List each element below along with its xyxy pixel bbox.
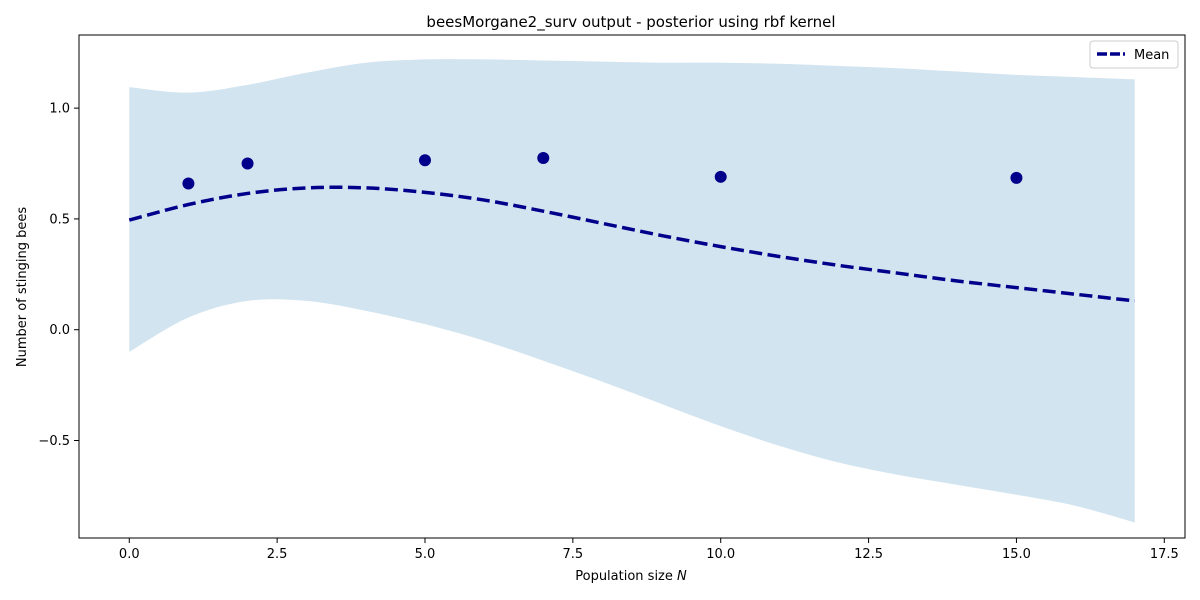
x-tick-label: 12.5 [854,547,883,562]
confidence-band [129,59,1135,523]
x-tick-label: 15.0 [1002,547,1031,562]
x-tick-label: 2.5 [267,547,288,562]
y-tick-label: 0.5 [49,212,70,227]
mean-line [128,185,1135,303]
legend-box [1089,40,1179,69]
x-tick-label: 5.0 [415,547,436,562]
y-axis-label: Number of stinging bees [15,207,30,367]
y-tick-label: −0.5 [38,434,70,449]
observation-point [418,154,431,167]
legend: Mean [1089,40,1179,69]
y-axis-ticks: −0.5 0.0 0.5 1.0 [38,102,79,449]
observation-point [1010,171,1023,184]
x-tick-label: 7.5 [563,547,584,562]
observation-point [241,157,254,170]
plot-frame [78,34,1186,539]
legend-mean-label: Mean [1134,48,1169,63]
x-tick-label: 10.0 [706,547,735,562]
observation-points [182,151,1023,190]
observation-point [182,177,195,190]
x-tick-label: 0.0 [119,547,140,562]
x-axis-label: Population size N [575,569,687,584]
y-tick-label: 0.0 [49,323,70,338]
chart-title: beesMorgane2_surv output - posterior usi… [426,13,835,32]
y-tick-label: 1.0 [49,102,70,117]
observation-point [537,151,550,164]
observation-point [714,170,727,183]
x-axis-ticks: 0.0 2.5 5.0 7.5 10.0 12.5 15.0 17.5 [119,538,1179,562]
x-tick-label: 17.5 [1150,547,1179,562]
